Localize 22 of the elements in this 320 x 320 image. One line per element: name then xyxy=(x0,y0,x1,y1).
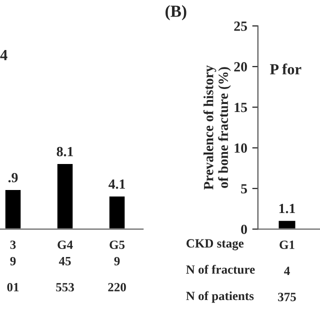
text: 45 553 xyxy=(56,256,74,292)
y-tick-label: 15 xyxy=(234,102,247,112)
data-label: 8.1 xyxy=(56,146,73,156)
data-label: 1.1 xyxy=(279,204,295,214)
y-tick-label: 0 xyxy=(241,224,247,234)
y-tick-label: 5 xyxy=(241,184,247,194)
text: 9 220 xyxy=(108,256,126,292)
x-tick-label: G4 xyxy=(58,240,73,250)
x-tick-label: 3 xyxy=(10,240,16,250)
text: CKD stage N of fracture N of patients xyxy=(186,239,255,303)
data-label: 4.1 xyxy=(108,180,125,189)
chart-title: (B) xyxy=(166,5,186,20)
category-label: G1 4 375 xyxy=(278,240,296,302)
y-axis-title: Prevalence of history of bone fracture (%) xyxy=(203,65,231,190)
text: 4 xyxy=(0,50,8,60)
x-tick-label: G5 xyxy=(110,240,125,250)
y-tick-label: 20 xyxy=(234,62,247,72)
y-tick-label: 25 xyxy=(234,22,247,31)
text: 9 01 xyxy=(7,256,19,292)
annotation: P for xyxy=(270,64,302,74)
y-tick-label: 10 xyxy=(234,143,247,153)
annotation: .9 xyxy=(8,172,18,182)
